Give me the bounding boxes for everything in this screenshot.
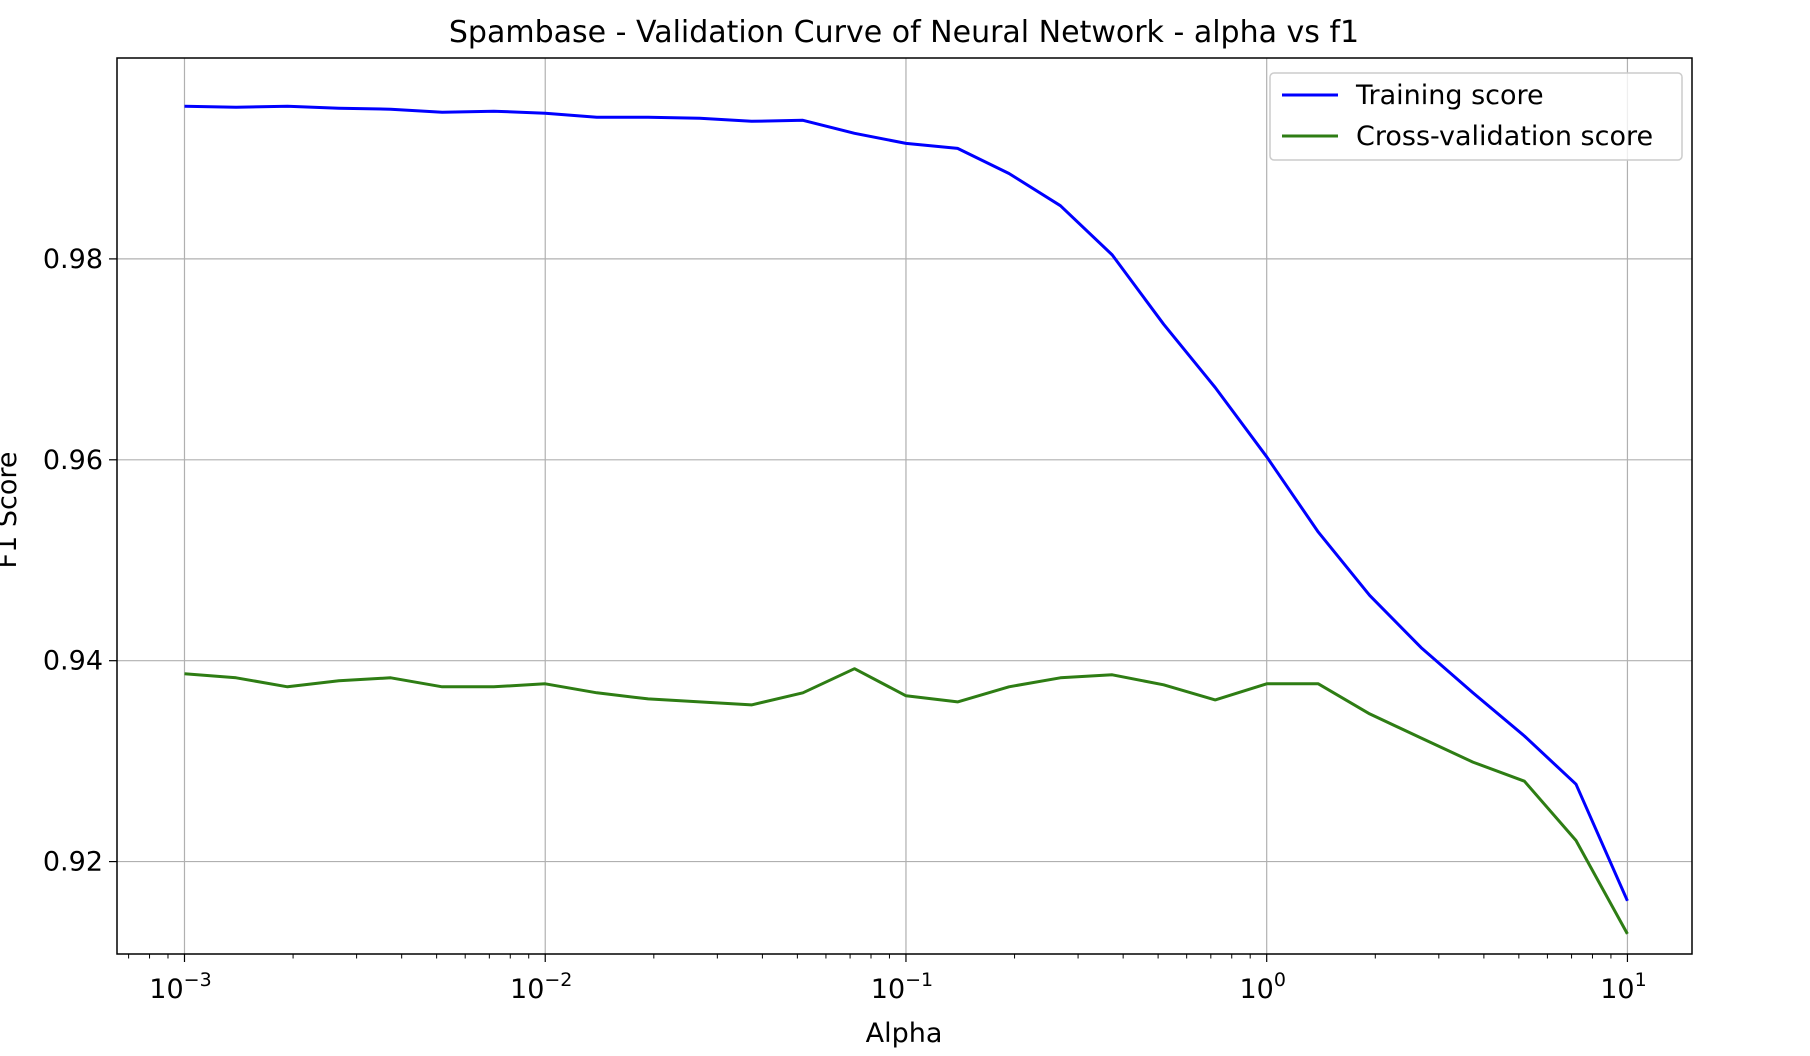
legend-label-training: Training score xyxy=(1355,80,1544,111)
y-tick-label: 0.94 xyxy=(43,646,103,677)
x-tick-label: 10−2 xyxy=(510,969,572,1005)
legend-frame xyxy=(1269,72,1683,161)
legend: Training score Cross-validation score xyxy=(1269,72,1683,161)
x-tick-label: 100 xyxy=(1239,969,1285,1005)
training-score-line xyxy=(184,104,1629,902)
x-axis-ticks: 10−3 10−2 10−1 100 101 xyxy=(149,954,1647,1005)
x-tick-label: 101 xyxy=(1600,969,1646,1005)
y-axis-label: F1 Score xyxy=(0,452,23,569)
x-axis-label: Alpha xyxy=(866,1018,943,1049)
chart-title: Spambase - Validation Curve of Neural Ne… xyxy=(449,15,1359,50)
cross-validation-score-line xyxy=(184,667,1629,935)
series-lines xyxy=(184,104,1629,935)
x-tick-label: 10−1 xyxy=(871,969,933,1005)
x-tick-label: 10−3 xyxy=(149,969,211,1005)
grid-lines xyxy=(117,58,1692,954)
y-tick-label: 0.96 xyxy=(43,445,103,476)
legend-label-cross-validation: Cross-validation score xyxy=(1356,121,1653,152)
y-axis-ticks: 0.92 0.94 0.96 0.98 xyxy=(43,244,117,878)
plot-frame xyxy=(116,57,1693,955)
y-tick-label: 0.98 xyxy=(43,244,103,275)
y-tick-label: 0.92 xyxy=(43,847,103,878)
